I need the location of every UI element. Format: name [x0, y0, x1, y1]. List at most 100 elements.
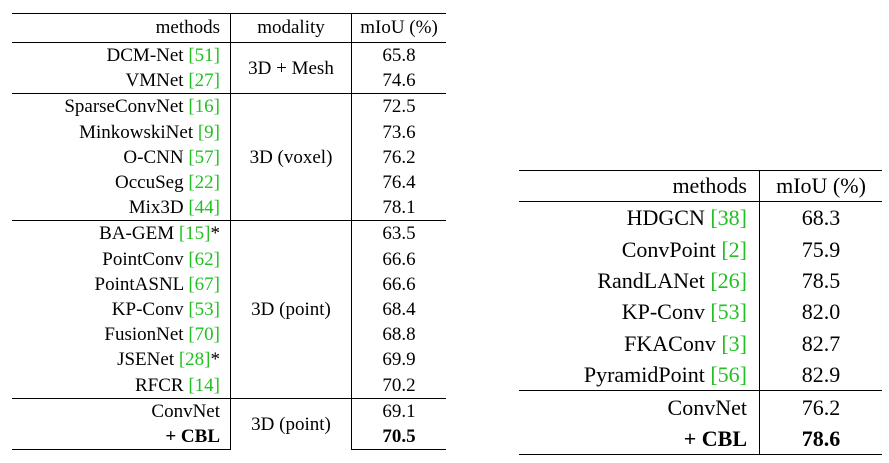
method-name: HDGCN	[626, 205, 705, 231]
method-cell: VMNet [27]	[12, 68, 231, 94]
method-name: KP-Conv	[621, 299, 705, 325]
method-name: ConvNet	[151, 400, 220, 422]
reference-citation: [2]	[721, 236, 747, 262]
miou-cell: 76.2	[759, 390, 882, 423]
method-cell: HDGCN [38]	[519, 201, 760, 234]
reference-citation: [15]	[178, 223, 211, 245]
method-cell: RandLANet [26]	[519, 264, 760, 297]
method-name: PointASNL	[94, 273, 184, 295]
left-header-row: methods modality mIoU (%)	[12, 13, 446, 43]
modality-cell: 3D (voxel)	[230, 93, 352, 221]
miou-cell: 66.6	[382, 248, 416, 270]
method-cell: FKAConv [3]	[519, 327, 760, 359]
table-row: FKAConv [3] 82.7	[519, 327, 882, 359]
table-row: FusionNet [70] 68.8	[12, 322, 446, 348]
method-name: + CBL	[683, 425, 747, 451]
table-row: DCM-Net [51] 3D + Mesh 65.8	[12, 42, 446, 94]
method-cell: KP-Conv [53]	[12, 296, 231, 323]
table-row: VMNet [27] 74.6	[12, 68, 446, 94]
reference-citation: [56]	[710, 362, 747, 388]
miou-cell: 70.2	[382, 374, 416, 396]
method-cell: KP-Conv [53]	[519, 296, 760, 328]
table-row: ConvNet 3D (point) 69.1	[12, 397, 446, 450]
asterisk-mark: *	[210, 223, 221, 245]
reference-citation: [14]	[188, 374, 220, 396]
table-row: RFCR [14] 70.2	[12, 372, 446, 399]
reference-citation: [38]	[710, 205, 747, 231]
reference-citation: [44]	[188, 197, 220, 219]
table-row: + CBL 78.6	[519, 422, 882, 456]
miou-cell: 78.6	[759, 422, 882, 456]
table-row: JSENet [28]* 69.9	[12, 347, 446, 373]
table-row: BA-GEM [15]* 3D (point) 63.5	[12, 220, 446, 399]
table-row: KP-Conv [53] 68.4	[12, 296, 446, 323]
reference-citation: [27]	[188, 70, 220, 92]
reference-citation: [62]	[188, 248, 220, 270]
method-cell: ConvNet	[519, 390, 760, 423]
method-cell: BA-GEM [15]*	[12, 220, 231, 247]
miou-cell: 78.1	[382, 197, 416, 219]
reference-citation: [53]	[188, 298, 220, 320]
reference-citation: [26]	[710, 267, 747, 293]
reference-citation: [9]	[197, 121, 220, 143]
right-header-methods: methods	[519, 170, 760, 202]
method-name: PyramidPoint	[583, 362, 705, 388]
method-cell: ConvNet	[12, 397, 231, 424]
miou-cell: 69.9	[382, 349, 416, 371]
method-name: VMNet	[125, 70, 184, 92]
method-cell: RFCR [14]	[12, 372, 231, 399]
miou-cell: 66.6	[382, 273, 416, 295]
method-name: FusionNet	[104, 324, 184, 346]
table-row: ConvNet 76.2	[519, 390, 882, 423]
method-name: KP-Conv	[111, 298, 184, 320]
right-header-row: methods mIoU (%)	[519, 170, 882, 202]
method-name: RandLANet	[597, 267, 705, 293]
method-cell: PointConv [62]	[12, 246, 231, 272]
table-row: KP-Conv [53] 82.0	[519, 296, 882, 328]
miou-cell: 68.3	[801, 205, 841, 231]
asterisk-mark: *	[210, 349, 221, 371]
method-name: BA-GEM	[99, 223, 175, 245]
left-table-body: DCM-Net [51] 3D + Mesh 65.8 VMNet [27] 74.6 S…	[12, 42, 446, 450]
method-name: PointConv	[102, 248, 184, 270]
method-name: JSENet	[117, 349, 175, 371]
reference-citation: [28]	[178, 349, 211, 371]
modality-cell: 3D + Mesh	[230, 42, 352, 94]
method-name: ConvPoint	[621, 236, 716, 262]
miou-cell: 82.0	[801, 299, 841, 325]
table-row: O-CNN [57] 76.2	[12, 144, 446, 170]
method-cell: Mix3D [44]	[12, 195, 231, 221]
table-row: ConvPoint [2] 75.9	[519, 233, 882, 265]
method-cell: SparseConvNet [16]	[12, 93, 231, 120]
method-cell: PyramidPoint [56]	[519, 358, 760, 391]
method-cell: + CBL	[12, 423, 231, 450]
method-name: RFCR	[135, 374, 184, 396]
reference-citation: [3]	[721, 330, 747, 356]
left-header-miou: mIoU (%)	[351, 13, 446, 43]
miou-cell: 68.4	[382, 298, 416, 320]
reference-citation: [70]	[188, 324, 220, 346]
modality-cell: 3D (point)	[230, 397, 352, 450]
method-name: ConvNet	[667, 394, 747, 420]
miou-cell: 75.9	[801, 236, 841, 262]
method-cell: OccuSeg [22]	[12, 169, 231, 196]
method-name: Mix3D	[128, 197, 184, 219]
modality-cell: 3D (point)	[230, 220, 352, 399]
left-header-methods: methods	[12, 13, 231, 43]
miou-cell: 63.5	[351, 220, 446, 247]
method-name: FKAConv	[624, 330, 716, 356]
reference-citation: [53]	[710, 299, 747, 325]
reference-citation: [16]	[188, 96, 220, 118]
method-name: MinkowskiNet	[79, 121, 194, 143]
right-results-table: methods mIoU (%) HDGCN [38] 68.3 ConvPoint…	[519, 170, 882, 456]
table-row: PyramidPoint [56] 82.9	[519, 358, 882, 391]
miou-cell: 65.8	[382, 45, 416, 67]
table-row: Mix3D [44] 78.1	[12, 195, 446, 221]
miou-cell: 73.6	[382, 121, 416, 143]
method-cell: JSENet [28]*	[12, 347, 231, 373]
method-name: O-CNN	[123, 146, 184, 168]
reference-citation: [22]	[188, 172, 220, 194]
table-row: HDGCN [38] 68.3	[519, 201, 882, 234]
table-row: PointConv [62] 66.6	[12, 246, 446, 272]
right-table-body: HDGCN [38] 68.3 ConvPoint [2] 75.9 RandLANet…	[519, 201, 882, 456]
